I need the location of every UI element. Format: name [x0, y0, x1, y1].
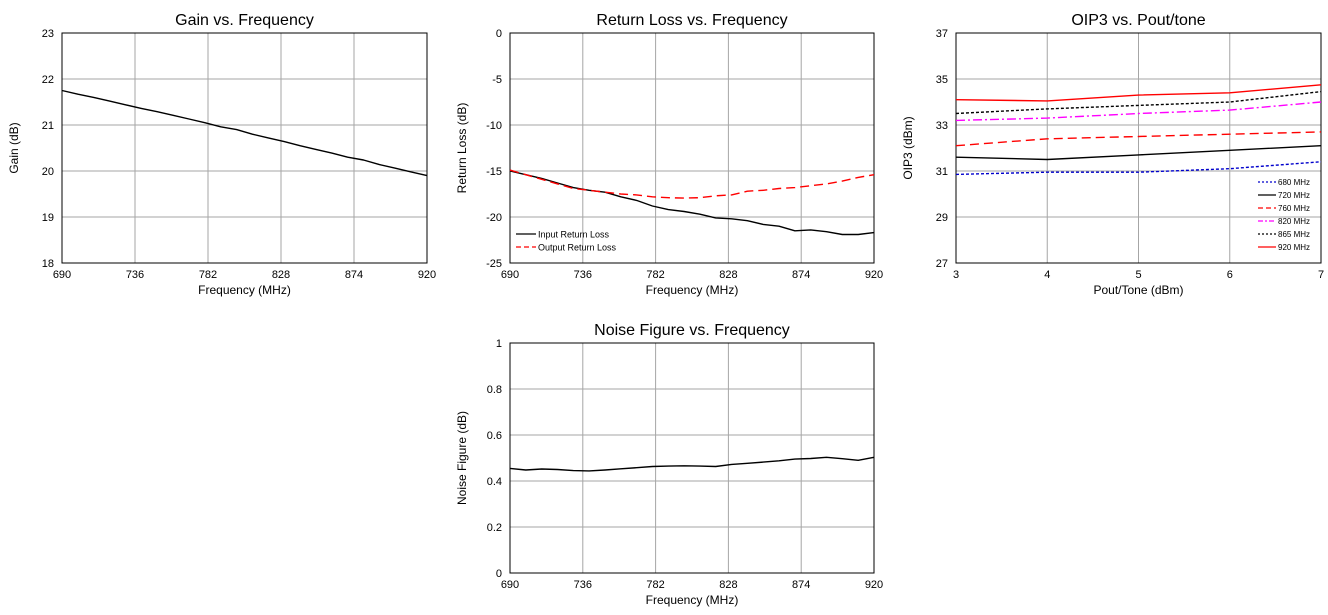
series-line-5: [955, 90, 1322, 115]
x-tick-label: 736: [574, 269, 592, 281]
y-tick-label: -20: [486, 212, 502, 224]
x-tick-label: 736: [126, 269, 144, 281]
legend-label: 920 MHz: [1278, 243, 1310, 252]
chart-title: Return Loss vs. Frequency: [596, 12, 787, 29]
y-tick-label: 27: [936, 258, 948, 270]
series-line-1: [509, 170, 875, 236]
y-tick-label: 21: [42, 120, 54, 132]
y-tick-label: 0.4: [487, 476, 502, 488]
y-tick-label: 18: [42, 258, 54, 270]
x-tick-label: 828: [272, 269, 290, 281]
legend-label: 720 MHz: [1278, 191, 1310, 200]
series-line-1: [509, 456, 875, 472]
y-tick-label: 22: [42, 74, 54, 86]
series-line-1: [61, 89, 428, 177]
x-tick-label: 874: [792, 579, 810, 591]
x-tick-label: 3: [953, 269, 959, 281]
y-tick-label: 0: [496, 568, 502, 580]
x-tick-label: 690: [501, 269, 519, 281]
chart-title: OIP3 vs. Pout/tone: [1071, 12, 1205, 29]
series-line-6: [955, 84, 1322, 102]
series-line-3: [955, 131, 1322, 147]
x-tick-label: 6: [1227, 269, 1233, 281]
x-tick-label: 736: [574, 579, 592, 591]
x-tick-label: 920: [418, 269, 436, 281]
x-tick-label: 828: [719, 579, 737, 591]
legend-label: 760 MHz: [1278, 204, 1310, 213]
y-axis-label: Noise Figure (dB): [455, 411, 469, 505]
legend-label: 865 MHz: [1278, 230, 1310, 239]
y-tick-label: -15: [486, 166, 502, 178]
y-tick-label: 29: [936, 212, 948, 224]
plot-area: [61, 32, 428, 264]
x-tick-label: 920: [865, 579, 883, 591]
y-tick-label: 0.2: [487, 522, 502, 534]
y-tick-label: 37: [936, 28, 948, 40]
x-tick-label: 782: [646, 579, 664, 591]
y-tick-label: -5: [492, 74, 502, 86]
y-axis-label: OIP3 (dBm): [901, 116, 915, 179]
legend-label: 820 MHz: [1278, 217, 1310, 226]
y-tick-label: 19: [42, 212, 54, 224]
series-line-2: [955, 145, 1322, 161]
x-tick-label: 690: [501, 579, 519, 591]
chart-3: 3 4 5 6 7 27 29 31 33 35 37 OIP3 vs. Pout/tone Pout/…: [901, 12, 1324, 297]
x-tick-label: 5: [1135, 269, 1141, 281]
y-tick-label: 33: [936, 120, 948, 132]
y-axis-label: Return Loss (dB): [455, 103, 469, 194]
y-tick-label: 0.6: [487, 430, 502, 442]
x-tick-label: 920: [865, 269, 883, 281]
x-axis-label: Frequency (MHz): [646, 283, 739, 297]
y-tick-label: 20: [42, 166, 54, 178]
x-tick-label: 874: [792, 269, 810, 281]
legend-label: Input Return Loss: [538, 230, 610, 240]
plot-area: [509, 32, 875, 264]
legend-label: Output Return Loss: [538, 243, 617, 253]
chart-title: Noise Figure vs. Frequency: [594, 322, 790, 339]
chart-2: 690 736 782 828 874 920 -25 -20 -15 -10 -5 0 Return …: [455, 12, 883, 297]
y-tick-label: 31: [936, 166, 948, 178]
y-tick-label: 35: [936, 74, 948, 86]
x-tick-label: 782: [199, 269, 217, 281]
x-axis-label: Pout/Tone (dBm): [1093, 283, 1183, 297]
y-tick-label: -25: [486, 258, 502, 270]
series-line-2: [509, 169, 875, 199]
y-tick-label: 0: [496, 28, 502, 40]
x-tick-label: 782: [646, 269, 664, 281]
legend-label: 680 MHz: [1278, 178, 1310, 187]
y-tick-label: -10: [486, 120, 502, 132]
y-tick-label: 0.8: [487, 384, 502, 396]
x-tick-label: 690: [53, 269, 71, 281]
x-tick-label: 828: [719, 269, 737, 281]
y-tick-label: 23: [42, 28, 54, 40]
x-axis-label: Frequency (MHz): [646, 593, 739, 607]
x-tick-label: 874: [345, 269, 363, 281]
x-tick-label: 7: [1318, 269, 1324, 281]
x-axis-label: Frequency (MHz): [198, 283, 291, 297]
series-line-1: [955, 161, 1322, 176]
chart-1: 690 736 782 828 874 920 18 19 20 21 22 23 Gain vs. F…: [7, 12, 436, 297]
x-tick-label: 4: [1044, 269, 1050, 281]
chart-4: 690 736 782 828 874 920 0 0.2 0.4 0.6 0.8 1 Noise Fi…: [455, 322, 883, 607]
y-tick-label: 1: [496, 338, 502, 350]
plot-area: [955, 32, 1322, 264]
chart-title: Gain vs. Frequency: [175, 12, 314, 29]
y-axis-label: Gain (dB): [7, 122, 21, 173]
series-line-4: [955, 101, 1322, 122]
